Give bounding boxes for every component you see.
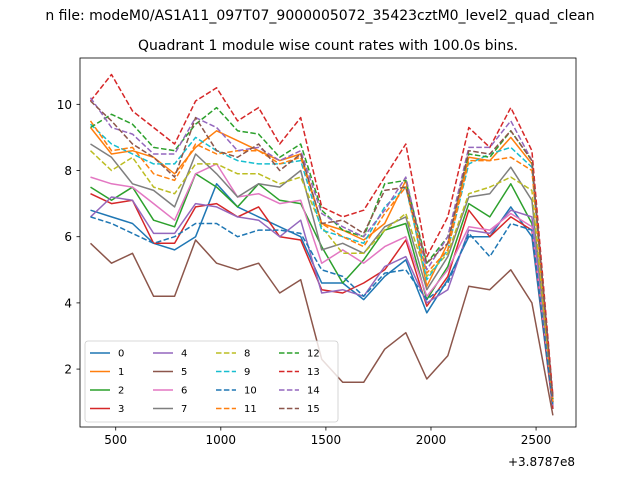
legend-label-12: 12 <box>307 349 320 360</box>
series-line-8 <box>89 150 554 403</box>
legend-label-8: 8 <box>244 349 250 360</box>
legend-label-13: 13 <box>307 367 320 378</box>
series-line-0 <box>90 183 554 409</box>
series-line-12 <box>90 106 554 399</box>
y-tick-label: 2 <box>64 363 72 377</box>
legend-label-14: 14 <box>307 386 320 397</box>
legend-label-7: 7 <box>181 404 187 415</box>
legend-label-0: 0 <box>118 349 124 360</box>
chart-title: Quadrant 1 module wise count rates with … <box>138 38 518 54</box>
x-tick-label: 2000 <box>416 433 447 447</box>
legend-label-4: 4 <box>181 349 187 360</box>
legend-label-5: 5 <box>181 367 187 378</box>
series-line-13 <box>89 73 554 396</box>
legend-label-1: 1 <box>118 367 124 378</box>
series-line-4 <box>89 196 554 406</box>
series-line-15 <box>89 100 554 399</box>
legend-label-2: 2 <box>118 386 124 397</box>
legend-label-9: 9 <box>244 367 250 378</box>
series-line-3 <box>90 193 554 409</box>
y-tick-label: 6 <box>64 230 72 244</box>
x-tick-label: 2500 <box>521 433 552 447</box>
y-tick-label: 10 <box>57 98 72 112</box>
y-tick-label: 8 <box>64 164 72 178</box>
x-axis-offset-label: +3.8787e8 <box>508 455 575 469</box>
series-line-6 <box>90 163 554 403</box>
chart-suptitle: n file: modeM0/AS1A11_097T07_9000005072_… <box>45 8 594 24</box>
series-line-10 <box>90 216 554 406</box>
series-group <box>89 73 554 416</box>
series-line-14 <box>89 97 554 399</box>
x-tick-label: 500 <box>104 433 127 447</box>
y-tick-label: 4 <box>64 296 72 310</box>
series-line-11 <box>89 120 554 403</box>
axes-frame <box>79 57 577 428</box>
series-line-7 <box>90 143 554 403</box>
legend-label-15: 15 <box>307 404 320 415</box>
series-line-2 <box>90 173 554 403</box>
x-tick-label: 1500 <box>311 433 342 447</box>
legend-label-6: 6 <box>181 386 187 397</box>
legend-label-3: 3 <box>118 404 124 415</box>
legend-label-11: 11 <box>244 404 257 415</box>
legend-box <box>84 340 339 423</box>
x-tick-label: 1000 <box>206 433 237 447</box>
legend-label-10: 10 <box>244 386 257 397</box>
